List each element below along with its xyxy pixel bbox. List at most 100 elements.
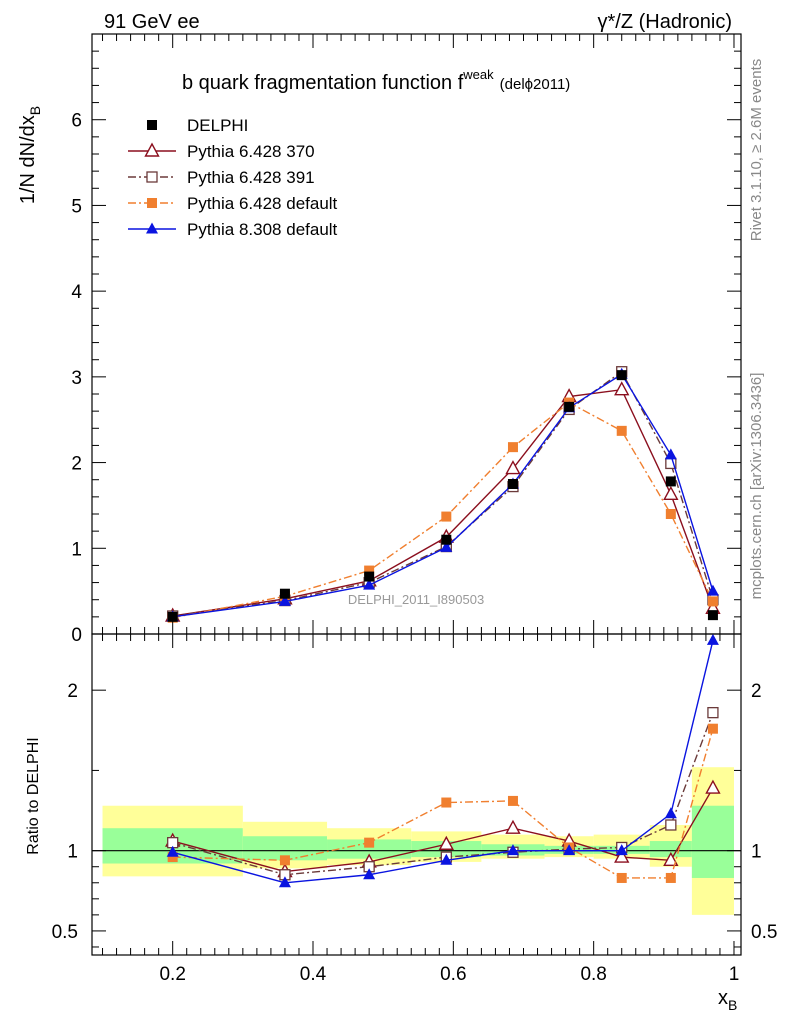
ratio-p370-point <box>705 779 721 794</box>
ratio-p6def-point <box>167 852 178 863</box>
main-p6def-point <box>707 596 718 607</box>
main-title-suffix: (delϕ2011) <box>500 76 571 93</box>
ratio-p8def-point <box>664 807 677 819</box>
legend: DELPHI Pythia 6.428 370 Pythia 6.428 391 Py… <box>128 116 338 239</box>
ratio-p8def-point <box>278 876 291 888</box>
main-p370-point <box>663 485 679 500</box>
main-p8def-point <box>440 540 453 552</box>
ratio-x-tick-label: 0.8 <box>580 964 606 985</box>
ratio-p8def-point <box>563 844 576 856</box>
ratio-p6def-point <box>507 795 518 806</box>
ratio-y-tick-label: 0.5 <box>52 922 78 943</box>
main-panel: DELPHI_2011_I890503 0 1 2 3 4 5 6 b quark frag… <box>71 33 742 646</box>
ratio-p6def-line <box>172 728 714 879</box>
main-y-tick-label: 2 <box>71 454 82 475</box>
ratio-p370-point <box>614 848 630 863</box>
ratio-p6def-point <box>441 797 452 808</box>
main-y-tick-label: 6 <box>71 111 82 132</box>
header-left: 91 GeV ee <box>104 11 200 33</box>
main-p370-point <box>505 460 521 475</box>
x-axis-label-text: x <box>718 987 728 1009</box>
legend-p370-label: Pythia 6.428 370 <box>187 142 315 161</box>
mcplots-label: mcplots.cern.ch [arXiv:1306.3436] <box>748 373 765 600</box>
main-p6def-point <box>616 425 627 436</box>
x-axis-label: xB <box>718 987 737 1013</box>
ratio-p370-point <box>438 835 454 850</box>
y-axis-label: 1/N dN/dxB <box>17 106 43 204</box>
main-p8def-point <box>664 448 677 460</box>
ratio-y-tick-label: 1 <box>67 842 78 863</box>
ratio-band-green <box>691 805 734 878</box>
main-y-tick-label: 4 <box>71 282 82 303</box>
main-delphi-point <box>441 534 452 545</box>
main-y-tick-label: 3 <box>71 368 82 389</box>
main-p6def-point <box>665 509 676 519</box>
legend-delphi-label: DELPHI <box>187 116 248 135</box>
main-delphi-point <box>167 611 178 622</box>
ratio-y-tick-label-right: 0.5 <box>751 922 777 943</box>
watermark: DELPHI_2011_I890503 <box>348 592 484 607</box>
legend-p391-label: Pythia 6.428 391 <box>187 168 315 187</box>
legend-p370-marker <box>144 142 160 157</box>
ratio-y-tick-label-right: 1 <box>751 842 762 863</box>
legend-p6def-marker <box>147 198 157 208</box>
main-p6def-point <box>441 511 452 522</box>
main-title-sup: weak <box>462 67 494 82</box>
main-p370-line <box>172 388 714 617</box>
main-y-tick-label: 5 <box>71 196 82 217</box>
ratio-p391-point <box>665 819 677 831</box>
main-delphi-point <box>665 476 676 487</box>
ratio-p8def-point <box>363 868 376 880</box>
ratio-p370-point <box>663 851 679 867</box>
ratio-x-tick-label: 0.6 <box>440 964 466 985</box>
ratio-p6def-point <box>279 855 290 866</box>
ratio-frame <box>91 633 742 956</box>
x-axis-label-sub: B <box>728 997 737 1013</box>
ratio-x-tick-label: 0.4 <box>300 964 327 985</box>
main-p6def-point <box>364 565 375 576</box>
ratio-p391-point <box>707 706 719 719</box>
rivet-label: Rivet 3.1.10, ≥ 2.6M events <box>748 59 765 242</box>
main-p8def-point <box>363 578 376 590</box>
header-right: γ*/Z (Hadronic) <box>598 11 732 33</box>
ratio-p6def-point <box>665 872 676 883</box>
main-delphi-point <box>616 370 627 381</box>
ratio-y-label: Ratio to DELPHI <box>25 737 42 854</box>
main-y-tick-label: 1 <box>71 539 82 560</box>
main-p8def-point <box>706 584 719 596</box>
ratio-x-tick-label: 0.2 <box>159 964 185 985</box>
legend-delphi-marker <box>147 120 157 130</box>
main-y-tick-label: 0 <box>71 625 82 646</box>
main-delphi-point <box>707 610 718 621</box>
ratio-y-tick-label-right: 2 <box>751 681 762 702</box>
legend-p8def-label: Pythia 8.308 default <box>187 220 338 239</box>
ratio-x-tick-label: 1 <box>729 964 740 985</box>
main-p8def-point <box>278 594 291 606</box>
ratio-band-green <box>649 841 692 858</box>
main-p391-line <box>172 370 714 617</box>
main-delphi-point <box>507 479 518 489</box>
main-title: b quark fragmentation function fweak (del… <box>182 67 570 94</box>
ratio-p6def-point <box>616 872 627 883</box>
main-title-text: b quark fragmentation function f <box>182 72 464 94</box>
ratio-p8def-point <box>506 844 519 856</box>
main-delphi-point <box>279 588 290 599</box>
ratio-band-green <box>327 839 412 859</box>
y-axis-label-sub: B <box>27 106 43 115</box>
ratio-p391-line <box>172 712 714 876</box>
ratio-p370-point <box>505 819 521 834</box>
legend-p6def-label: Pythia 6.428 default <box>187 194 338 213</box>
main-p6def-point <box>507 442 518 453</box>
main-p370-point <box>614 381 630 396</box>
ratio-p6def-point <box>707 723 718 734</box>
main-delphi-point <box>564 401 575 412</box>
legend-p8def-marker <box>146 222 158 234</box>
ratio-p8def-point <box>440 853 453 865</box>
ratio-p8def-point <box>706 633 719 645</box>
ratio-panel: 0.2 0.4 0.6 0.8 1 0.5 0.5 1 1 2 2 <box>52 633 777 985</box>
ratio-p8def-point <box>615 844 628 856</box>
ratio-p6def-point <box>364 837 375 848</box>
main-p6def-line <box>172 401 714 619</box>
y-axis-label-text: 1/N dN/dx <box>17 115 39 204</box>
